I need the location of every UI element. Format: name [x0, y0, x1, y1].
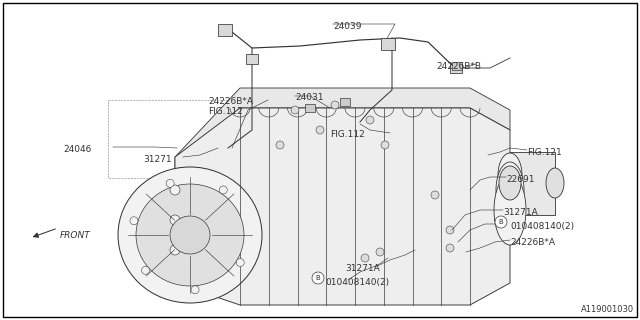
Text: 31271A: 31271A [503, 208, 538, 217]
Circle shape [170, 185, 180, 195]
Text: FIG.121: FIG.121 [527, 148, 562, 157]
Ellipse shape [170, 216, 210, 254]
Ellipse shape [546, 168, 564, 198]
Text: B: B [499, 219, 504, 225]
Bar [340, 98, 350, 106]
Circle shape [236, 259, 244, 267]
Ellipse shape [136, 184, 244, 286]
Ellipse shape [118, 167, 262, 303]
Text: 24226B*B: 24226B*B [436, 62, 481, 71]
Ellipse shape [496, 162, 524, 218]
Circle shape [276, 141, 284, 149]
Text: 010408140(2): 010408140(2) [325, 278, 389, 287]
Text: FIG.112: FIG.112 [208, 107, 243, 116]
Bar [381, 38, 395, 50]
Polygon shape [175, 88, 510, 177]
Circle shape [381, 141, 389, 149]
Bar [305, 104, 315, 112]
Bar [218, 24, 232, 36]
Circle shape [331, 101, 339, 109]
Circle shape [495, 216, 507, 228]
Ellipse shape [494, 175, 526, 245]
Circle shape [130, 217, 138, 225]
Circle shape [191, 286, 199, 294]
Circle shape [220, 186, 227, 194]
Ellipse shape [498, 153, 522, 197]
Text: 31271A: 31271A [345, 264, 380, 273]
Text: A119001030: A119001030 [581, 305, 634, 314]
Text: 24046: 24046 [63, 145, 92, 154]
Text: 31271: 31271 [143, 155, 172, 164]
Circle shape [170, 245, 180, 255]
Text: 24226B*A: 24226B*A [208, 97, 253, 106]
Bar [450, 64, 462, 73]
Polygon shape [510, 152, 555, 215]
Circle shape [291, 106, 299, 114]
Circle shape [166, 179, 174, 187]
Bar [246, 54, 258, 64]
Circle shape [431, 191, 439, 199]
Circle shape [312, 272, 324, 284]
Text: B: B [316, 275, 321, 281]
Text: 24226B*A: 24226B*A [510, 238, 555, 247]
Circle shape [376, 248, 384, 256]
Text: 010408140(2): 010408140(2) [510, 222, 574, 231]
Text: 24031: 24031 [295, 93, 323, 102]
Polygon shape [175, 108, 510, 305]
Circle shape [141, 266, 150, 274]
Ellipse shape [499, 166, 521, 200]
Circle shape [316, 126, 324, 134]
Circle shape [446, 226, 454, 234]
Circle shape [361, 254, 369, 262]
Text: 24039: 24039 [333, 22, 362, 31]
Circle shape [170, 215, 180, 225]
Text: FIG.112: FIG.112 [330, 130, 365, 139]
Bar [452, 62, 462, 70]
Text: 22691: 22691 [506, 175, 534, 184]
Circle shape [446, 244, 454, 252]
Circle shape [366, 116, 374, 124]
Text: FRONT: FRONT [60, 231, 91, 241]
